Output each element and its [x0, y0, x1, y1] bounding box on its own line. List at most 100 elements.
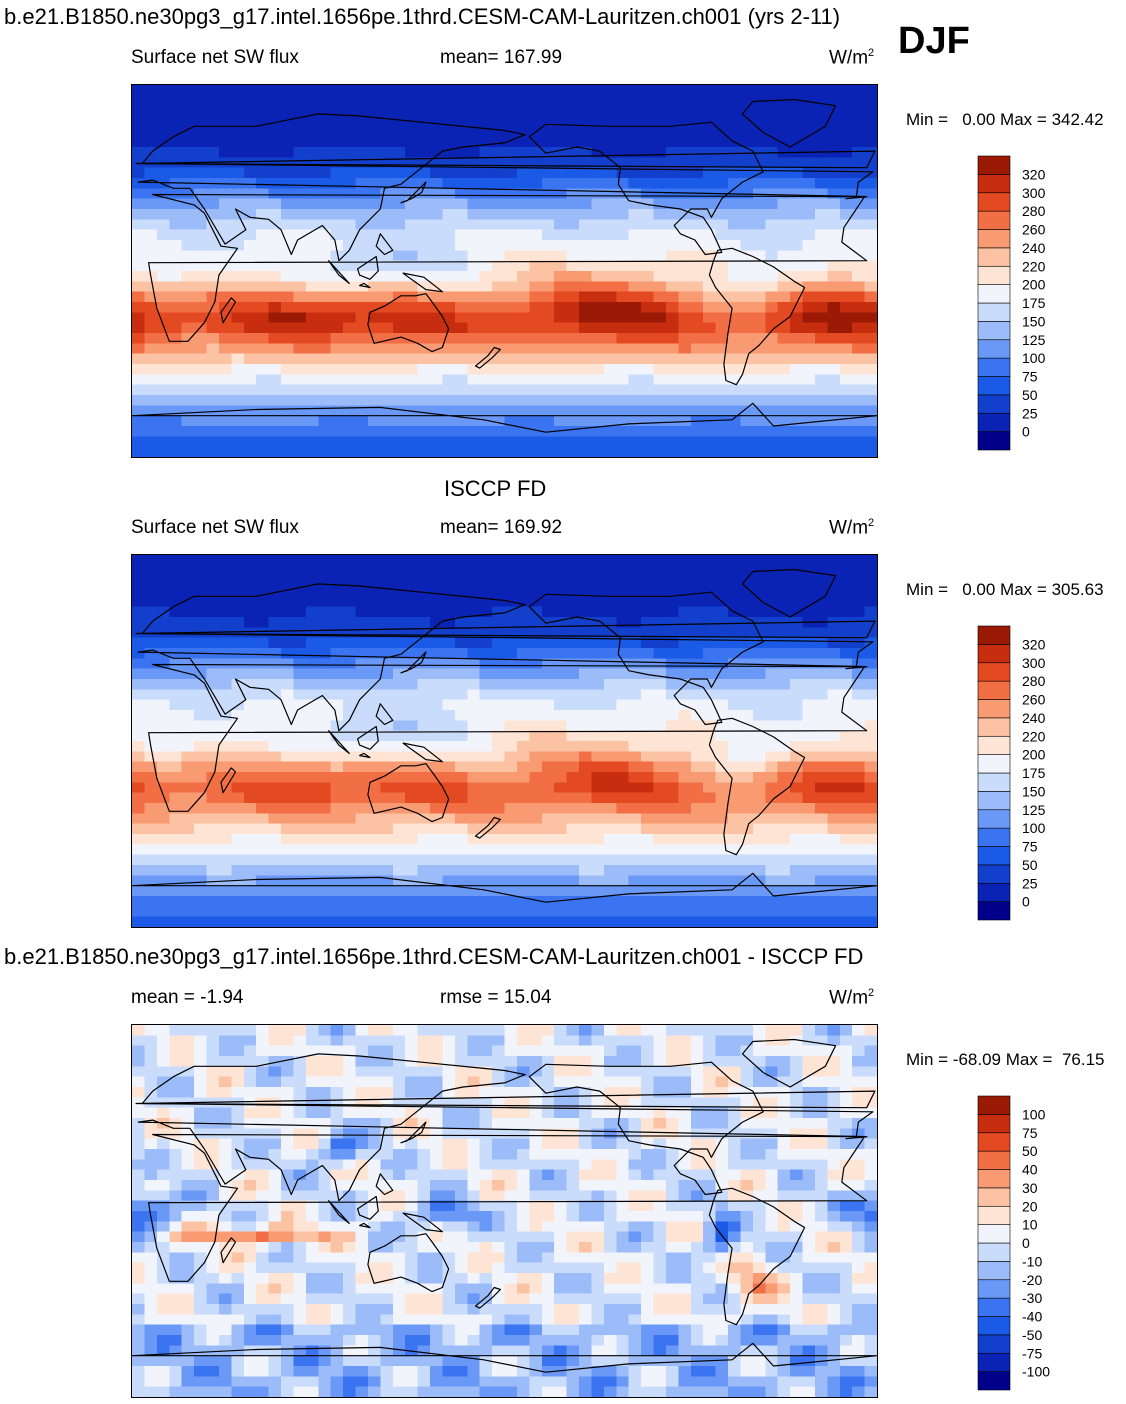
field-cell — [430, 885, 444, 897]
field-cell — [467, 364, 481, 375]
field-cell — [665, 751, 679, 763]
field-cell — [740, 875, 754, 887]
field-cell — [827, 617, 841, 628]
field-cell — [516, 85, 530, 96]
field-cell — [752, 596, 766, 608]
field-cell — [243, 219, 257, 231]
field-cell — [541, 302, 555, 313]
field-cell — [305, 240, 319, 251]
field-cell — [181, 219, 195, 231]
field-cell — [256, 136, 270, 148]
field-cell — [529, 648, 543, 659]
field-cell — [380, 105, 394, 117]
field-cell — [194, 586, 208, 597]
field-cell — [156, 730, 170, 742]
field-cell — [814, 844, 828, 856]
field-cell — [318, 281, 332, 293]
field-cell — [616, 1045, 630, 1057]
field-cell — [355, 353, 369, 365]
field-cell — [852, 865, 866, 876]
field-cell — [665, 446, 679, 457]
field-cell — [132, 426, 146, 437]
field-cell — [181, 606, 195, 618]
field-cell — [169, 1118, 183, 1129]
field-cell — [144, 240, 158, 251]
field-cell — [529, 668, 543, 680]
field-cell — [641, 885, 655, 897]
coastline — [328, 260, 350, 284]
field-cell — [380, 1076, 394, 1088]
field-cell — [802, 782, 816, 794]
coastline — [357, 255, 379, 280]
field-cell — [343, 1097, 357, 1109]
field-cell — [467, 271, 481, 282]
field-cell — [218, 741, 232, 752]
field-cell — [318, 679, 332, 690]
field-cell — [256, 730, 270, 742]
field-cell — [852, 1097, 866, 1109]
field-cell — [603, 384, 617, 396]
field-cell — [504, 1076, 518, 1088]
field-cell — [777, 586, 791, 597]
field-cell — [616, 271, 630, 282]
colorbar-tick-label: 125 — [1022, 332, 1046, 348]
field-cell — [752, 446, 766, 457]
field-cell — [293, 854, 307, 866]
field-cell — [591, 188, 605, 200]
field-cell — [380, 555, 394, 566]
field-cell — [566, 782, 580, 794]
field-cell — [479, 606, 493, 618]
field-cell — [181, 1045, 195, 1057]
field-cell — [293, 167, 307, 179]
field-cell — [839, 322, 853, 334]
field-cell — [728, 699, 742, 711]
field-cell — [380, 405, 394, 417]
field-cell — [156, 178, 170, 189]
field-cell — [529, 906, 543, 918]
field-cell — [330, 565, 344, 577]
field-cell — [516, 426, 530, 437]
field-cell — [814, 710, 828, 721]
field-cell — [318, 606, 332, 618]
field-cell — [268, 555, 282, 566]
field-cell — [616, 555, 630, 566]
field-cell — [454, 658, 468, 670]
field-cell — [194, 260, 208, 272]
field-cell — [728, 555, 742, 566]
field-cell — [690, 302, 704, 313]
field-cell — [827, 606, 841, 618]
field-cell — [790, 229, 804, 241]
field-cell — [218, 1025, 232, 1036]
field-cell — [281, 720, 295, 732]
field-cell — [752, 741, 766, 752]
field-cell — [777, 343, 791, 355]
field-cell — [293, 229, 307, 241]
field-cell — [181, 167, 195, 179]
field-cell — [206, 720, 220, 732]
field-cell — [330, 126, 344, 138]
field-cell — [392, 906, 406, 918]
field-cell — [231, 446, 245, 457]
field-cell — [392, 436, 406, 448]
field-cell — [405, 395, 419, 406]
field-cell — [169, 575, 183, 587]
field-cell — [442, 772, 456, 783]
field-cell — [218, 751, 232, 763]
field-cell — [864, 291, 877, 303]
field-cell — [703, 105, 717, 117]
field-cell — [839, 353, 853, 365]
field-cell — [516, 813, 530, 825]
field-cell — [442, 446, 456, 457]
field-cell — [504, 782, 518, 794]
field-cell — [305, 565, 319, 577]
field-cell — [802, 844, 816, 856]
field-cell — [591, 1035, 605, 1047]
field-cell — [703, 606, 717, 618]
field-cell — [442, 260, 456, 272]
field-cell — [405, 803, 419, 814]
field-cell — [616, 436, 630, 448]
field-cell — [665, 343, 679, 355]
field-cell — [653, 291, 667, 303]
field-cell — [268, 395, 282, 406]
field-cell — [703, 1076, 717, 1088]
